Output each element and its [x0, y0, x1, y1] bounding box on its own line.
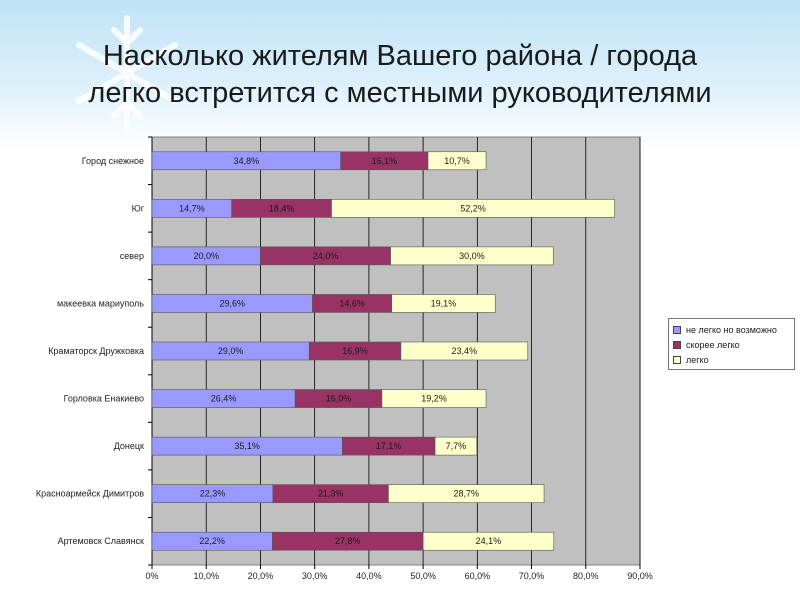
- legend-swatch: [673, 340, 681, 349]
- data-label: 22,2%: [199, 536, 225, 546]
- title-line-1: Насколько жителям Вашего района / города: [102, 40, 698, 72]
- category-label: Город снежное: [82, 156, 144, 166]
- legend-label: скорее легко: [686, 339, 740, 350]
- legend-label: не легко но возможно: [686, 324, 777, 335]
- data-label: 20,0%: [193, 251, 219, 261]
- data-label: 10,7%: [444, 156, 470, 166]
- data-label: 17,1%: [376, 441, 402, 451]
- legend-swatch: [673, 355, 681, 364]
- data-label: 16,0%: [326, 394, 352, 404]
- bar-segment: [434, 436, 478, 456]
- data-label: 29,0%: [218, 346, 244, 356]
- data-label: 19,2%: [421, 394, 447, 404]
- x-tick-label: 70,0%: [519, 571, 545, 581]
- x-tick-label: 10,0%: [193, 571, 219, 581]
- data-label: 35,1%: [234, 441, 260, 451]
- legend-label: легко: [686, 354, 709, 365]
- title-line-2: легко встретится с местными руководителя…: [88, 77, 712, 109]
- category-label: Горловка Енакиево: [64, 394, 144, 404]
- data-label: 19,1%: [431, 298, 457, 308]
- category-label: Краматорск Дружковка: [48, 346, 144, 356]
- bar-segment: [390, 246, 554, 266]
- legend-item: не легко но возможно: [673, 322, 790, 337]
- data-label: 27,8%: [335, 536, 361, 546]
- data-label: 26,4%: [211, 394, 237, 404]
- x-tick-label: 20,0%: [248, 571, 274, 581]
- x-tick-label: 30,0%: [302, 571, 328, 581]
- bar-segment: [391, 294, 496, 313]
- legend-item: легко: [673, 352, 790, 367]
- x-tick-label: 90,0%: [627, 571, 653, 581]
- bar-segment: [331, 199, 615, 218]
- data-label: 18,4%: [269, 203, 295, 213]
- legend-item: скорее легко: [673, 337, 790, 352]
- data-label: 29,6%: [219, 298, 245, 308]
- data-label: 34,8%: [234, 156, 260, 166]
- data-label: 16,1%: [372, 156, 398, 166]
- chart-legend: не легко но возможно скорее легко легко: [668, 318, 795, 370]
- data-label: 7,7%: [446, 441, 467, 451]
- bar-segment: [427, 151, 487, 171]
- category-label: макеевка мариуполь: [57, 298, 144, 308]
- x-tick-label: 40,0%: [356, 571, 382, 581]
- category-label: Юг: [132, 203, 145, 213]
- data-label: 24,0%: [313, 251, 339, 261]
- x-tick-label: 0%: [145, 571, 158, 581]
- slide-title: Насколько жителям Вашего района / города…: [0, 38, 800, 112]
- legend-swatch: [673, 325, 681, 334]
- bar-segment: [388, 484, 545, 503]
- snowflake-icon: [76, 15, 178, 131]
- category-label: север: [120, 251, 144, 261]
- bar-segment: [381, 389, 487, 408]
- bar-segment: [422, 531, 555, 551]
- data-label: 24,1%: [476, 536, 502, 546]
- x-tick-label: 80,0%: [573, 571, 599, 581]
- data-label: 14,6%: [339, 298, 365, 308]
- x-tick-label: 50,0%: [410, 571, 436, 581]
- data-label: 52,2%: [460, 203, 486, 213]
- x-tick-label: 60,0%: [465, 571, 491, 581]
- bar-segment: [400, 341, 529, 361]
- category-label: Донецк: [114, 441, 144, 451]
- data-label: 21,3%: [318, 489, 344, 499]
- data-label: 16,9%: [342, 346, 368, 356]
- category-label: Красноармейск Димитров: [36, 489, 144, 499]
- data-label: 23,4%: [452, 346, 478, 356]
- data-label: 28,7%: [453, 489, 479, 499]
- data-label: 14,7%: [179, 203, 205, 213]
- data-label: 30,0%: [459, 251, 485, 261]
- category-label: Артемовск Славянск: [58, 536, 144, 546]
- data-label: 22,3%: [200, 489, 226, 499]
